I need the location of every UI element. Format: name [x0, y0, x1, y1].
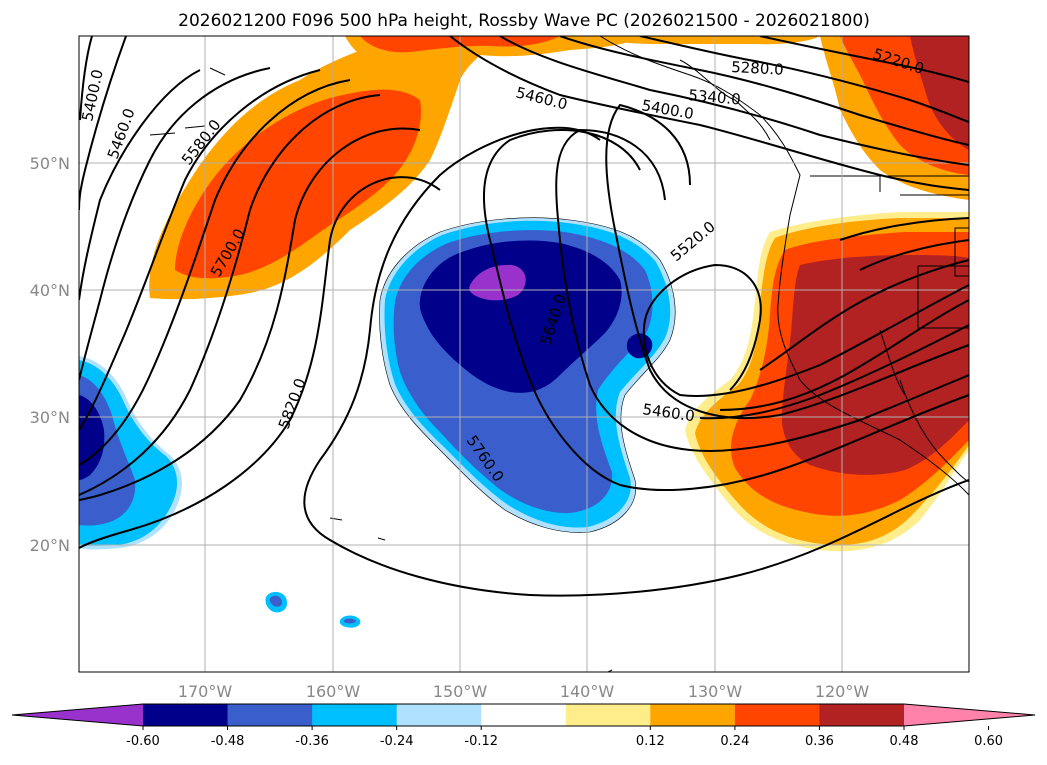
colorbar-segment: [734, 704, 820, 726]
colorbar-tick-label: 0.24: [720, 734, 749, 749]
colorbar-segment: [396, 704, 482, 726]
lat-label: 30°N: [30, 408, 70, 427]
colorbar-tick-label: -0.24: [380, 734, 414, 749]
contour-label: 5340.0: [688, 86, 742, 109]
lat-label: 50°N: [30, 154, 70, 173]
lat-label: 40°N: [30, 281, 70, 300]
lat-label: 20°N: [30, 536, 70, 555]
colorbar-tick-label: 0.36: [805, 734, 834, 749]
anomaly-positive-east: [685, 212, 969, 552]
colorbar-tick-label: -0.60: [126, 734, 160, 749]
anomaly-positive-northwest: [149, 36, 520, 300]
colorbar-segment: [650, 704, 736, 726]
colorbar-extend-high: [904, 704, 1035, 726]
colorbar-segment: [819, 704, 905, 726]
lon-label: 150°W: [433, 682, 488, 701]
height-contours: [79, 36, 969, 597]
anomaly-negative-small: [265, 591, 361, 628]
lon-label: 170°W: [178, 682, 233, 701]
map-content: 5400.0 5460.0 5580.0 5700.0 5820.0 5460.…: [79, 36, 969, 672]
colorbar-segment: [312, 704, 398, 726]
colorbar-tick-label: -0.12: [464, 734, 498, 749]
lon-label: 160°W: [306, 682, 361, 701]
colorbar-tick-label: 0.48: [890, 734, 919, 749]
colorbar-tick-label: 0.60: [974, 734, 1003, 749]
colorbar-tick-label: -0.48: [211, 734, 245, 749]
lon-label: 120°W: [815, 682, 870, 701]
map-title: 2026021200 F096 500 hPa height, Rossby W…: [178, 11, 870, 31]
colorbar-segment: [481, 704, 567, 726]
longitude-labels: 170°W 160°W 150°W 140°W 130°W 120°W: [178, 682, 870, 701]
colorbar-extend-low: [12, 704, 143, 726]
colorbar-segment: [143, 704, 229, 726]
colorbar: -0.60 -0.48 -0.36 -0.24 -0.12 0.12 0.24 0.36 0.4…: [11, 703, 1036, 749]
lon-label: 130°W: [688, 682, 743, 701]
colorbar-segment: [227, 704, 313, 726]
coastlines: [149, 36, 969, 672]
anomaly-positive-northeast: [820, 36, 969, 200]
colorbar-tick-label: 0.12: [636, 734, 665, 749]
lon-label: 140°W: [560, 682, 615, 701]
latitude-labels: 50°N 40°N 30°N 20°N: [30, 154, 70, 555]
contour-label: 5280.0: [731, 58, 784, 79]
colorbar-segment: [565, 704, 651, 726]
map-frame: [78, 35, 970, 673]
colorbar-tick-label: -0.36: [295, 734, 329, 749]
